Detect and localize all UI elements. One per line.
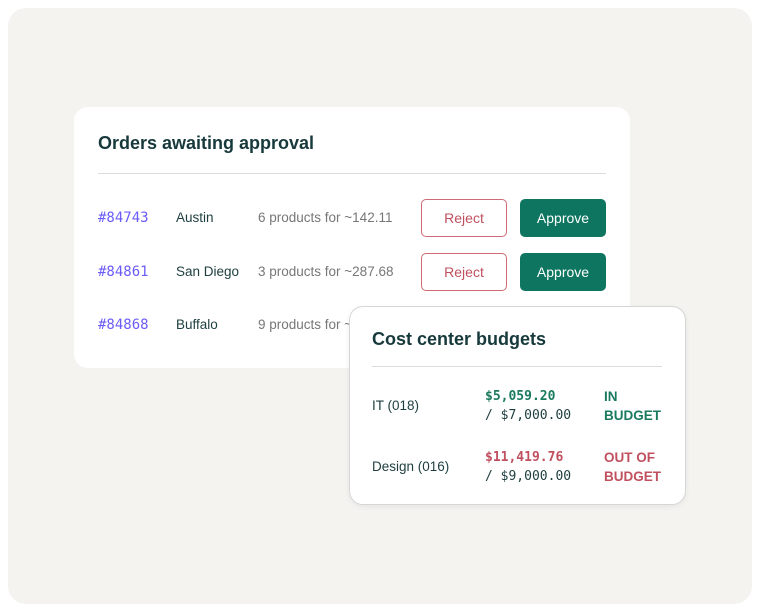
order-city: San Diego bbox=[176, 264, 240, 279]
order-id[interactable]: #84868 bbox=[98, 317, 149, 333]
approve-button[interactable]: Approve bbox=[520, 199, 606, 237]
budgets-card: Cost center budgets IT (018) $5,059.20 /… bbox=[349, 306, 686, 505]
order-row: #84868 Buffalo 9 products for ~ bbox=[98, 306, 606, 344]
approve-button[interactable]: Approve bbox=[520, 253, 606, 291]
reject-button[interactable]: Reject bbox=[421, 199, 507, 237]
order-row: #84743 Austin 6 products for ~142.11 Rej… bbox=[98, 199, 606, 237]
budget-row: IT (018) $5,059.20 / $7,000.00 IN BUDGET bbox=[372, 387, 672, 427]
budget-row: Design (016) $11,419.76 / $9,000.00 OUT … bbox=[372, 448, 672, 488]
spent-amount: $5,059.20 bbox=[485, 389, 556, 404]
reject-button[interactable]: Reject bbox=[421, 253, 507, 291]
budget-limit: / $9,000.00 bbox=[485, 469, 572, 484]
order-desc: 6 products for ~142.11 bbox=[258, 210, 393, 225]
budget-status: OUT OF BUDGET bbox=[604, 450, 661, 484]
order-desc: 9 products for ~ bbox=[258, 317, 353, 332]
divider bbox=[98, 173, 606, 174]
order-city: Buffalo bbox=[176, 317, 218, 332]
budget-limit: / $7,000.00 bbox=[485, 408, 572, 423]
divider bbox=[372, 366, 662, 367]
orders-title: Orders awaiting approval bbox=[98, 133, 315, 153]
budget-amount: $11,419.76 / $9,000.00 bbox=[485, 448, 571, 486]
cost-center-name: Design (016) bbox=[372, 459, 450, 474]
budgets-title: Cost center budgets bbox=[372, 329, 547, 349]
order-desc: 3 products for ~287.68 bbox=[258, 264, 394, 279]
order-id[interactable]: #84743 bbox=[98, 210, 149, 226]
order-city: Austin bbox=[176, 210, 214, 225]
budget-status: IN BUDGET bbox=[604, 389, 661, 423]
order-id[interactable]: #84861 bbox=[98, 264, 149, 280]
budget-amount: $5,059.20 / $7,000.00 bbox=[485, 387, 571, 425]
order-row: #84861 San Diego 3 products for ~287.68 … bbox=[98, 253, 606, 291]
spent-amount: $11,419.76 bbox=[485, 450, 564, 465]
cost-center-name: IT (018) bbox=[372, 398, 420, 413]
